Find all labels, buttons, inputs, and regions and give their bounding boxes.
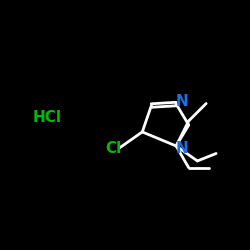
- Text: Cl: Cl: [106, 142, 122, 156]
- Text: N: N: [175, 94, 188, 108]
- Text: HCl: HCl: [33, 110, 62, 125]
- Text: N: N: [175, 142, 188, 156]
